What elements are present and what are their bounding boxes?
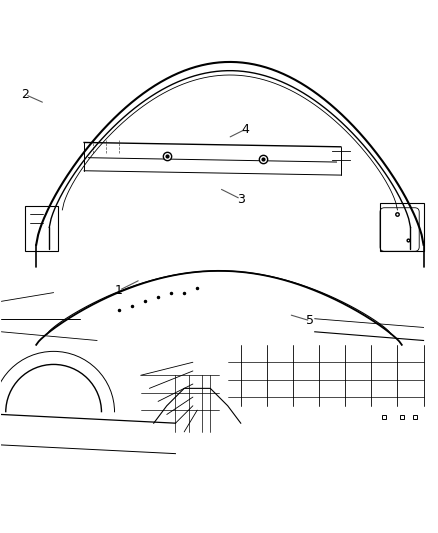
Text: 1: 1 [115,284,123,297]
Text: 5: 5 [307,314,314,327]
Text: 3: 3 [237,192,245,206]
Text: 2: 2 [21,88,29,101]
Text: 4: 4 [241,123,249,136]
